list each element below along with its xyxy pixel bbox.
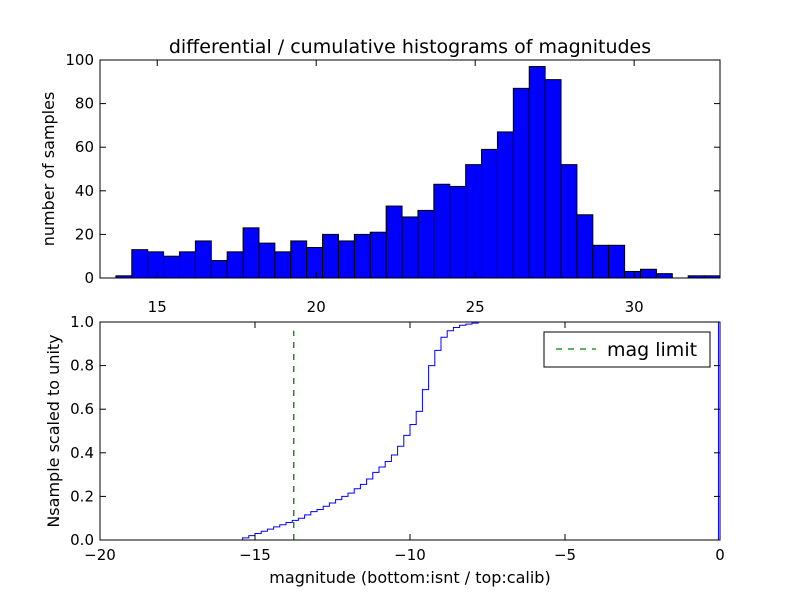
bottom-y-axis-label: Nsample scaled to unity <box>44 334 63 527</box>
histogram-bar <box>163 255 180 279</box>
histogram-bar <box>655 273 673 279</box>
histogram-bar <box>449 185 467 279</box>
bottom-x-tick-label: −10 <box>394 546 426 564</box>
top-y-tick-label: 20 <box>75 225 94 243</box>
histogram-bar <box>496 131 514 279</box>
histogram-bar <box>576 214 594 279</box>
bottom-y-tick-label: 0.4 <box>70 444 94 462</box>
histogram-bar <box>624 270 642 279</box>
top-bars-group <box>115 66 721 279</box>
histogram-bar <box>210 260 228 279</box>
top-y-tick-label: 80 <box>75 95 94 113</box>
legend: mag limit <box>543 331 711 368</box>
histogram-bar <box>465 164 483 279</box>
histogram-bar <box>147 251 165 279</box>
bottom-y-tick-label: 0.8 <box>70 357 94 375</box>
histogram-bar <box>194 240 212 279</box>
histogram-bar <box>337 240 355 279</box>
legend-label-mag-limit: mag limit <box>607 339 697 361</box>
top-x-tick-label: 15 <box>148 298 167 316</box>
histogram-bar <box>131 249 149 279</box>
bottom-y-tick-label: 0.6 <box>70 400 94 418</box>
bottom-x-tick-label: −15 <box>239 546 271 564</box>
histogram-bar <box>306 246 324 279</box>
bottom-ticks-group: −20 −15 −10 −5 0 0.0 0.2 0.4 0.6 0.8 1.0 <box>70 313 725 564</box>
top-y-tick-label: 100 <box>65 51 94 69</box>
top-y-tick-label: 40 <box>75 182 94 200</box>
bottom-lines-group <box>100 321 719 541</box>
bottom-x-tick-label: −20 <box>84 546 116 564</box>
bottom-y-tick-label: 1.0 <box>70 313 94 331</box>
bottom-x-tick-label: −5 <box>554 546 576 564</box>
histogram-bar <box>385 205 403 279</box>
top-y-tick-label: 60 <box>75 138 94 156</box>
top-y-axis-label: number of samples <box>39 92 58 247</box>
histogram-bar <box>353 233 371 279</box>
bottom-y-tick-label: 0.2 <box>70 487 94 505</box>
bottom-cumulative-panel: Nsample scaled to unity magnitude (botto… <box>44 313 725 587</box>
histogram-bar <box>290 240 308 279</box>
histogram-bar <box>560 164 578 279</box>
histogram-bar <box>258 242 276 279</box>
chart-title: differential / cumulative histograms of … <box>169 36 651 58</box>
top-x-tick-label: 20 <box>307 298 326 316</box>
histogram-bar <box>274 251 292 279</box>
histogram-bar <box>178 251 196 279</box>
histogram-bar <box>417 209 435 279</box>
bottom-x-tick-label: 0 <box>715 546 725 564</box>
histogram-bar <box>528 66 546 279</box>
bottom-x-axis-label: magnitude (bottom:isnt / top:calib) <box>269 568 550 587</box>
top-ticks-group: 15 20 25 30 0 20 40 60 80 100 <box>65 51 720 316</box>
top-x-tick-label: 25 <box>466 298 485 316</box>
histogram-bar <box>640 268 657 279</box>
top-x-tick-label: 30 <box>625 298 644 316</box>
histogram-bar <box>242 227 260 279</box>
histogram-bar <box>401 216 419 279</box>
top-axes-frame <box>99 59 721 279</box>
histogram-bar <box>369 231 387 279</box>
histogram-bar <box>433 183 451 279</box>
cumulative-step-line <box>100 321 719 541</box>
histogram-bar <box>226 251 244 279</box>
histogram-bar <box>592 244 610 279</box>
histogram-bar <box>512 87 530 279</box>
histogram-bar <box>608 244 626 279</box>
histogram-bar <box>322 233 339 279</box>
bottom-y-tick-label: 0.0 <box>70 531 94 549</box>
top-y-tick-label: 0 <box>84 269 94 287</box>
histogram-bar <box>481 148 498 279</box>
top-histogram-panel: differential / cumulative histograms of … <box>39 36 721 316</box>
histogram-bar <box>544 79 562 279</box>
